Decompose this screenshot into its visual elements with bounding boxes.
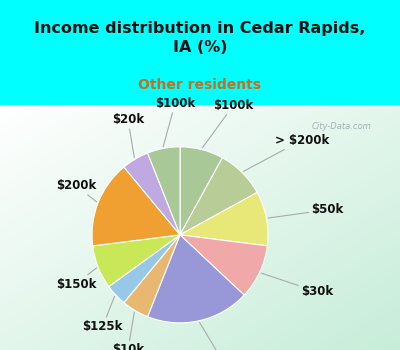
- Text: City-Data.com: City-Data.com: [312, 122, 372, 131]
- Text: Other residents: Other residents: [138, 78, 262, 92]
- Text: $10k: $10k: [112, 312, 144, 350]
- Text: $50k: $50k: [268, 203, 344, 218]
- Wedge shape: [92, 167, 180, 246]
- Text: > $200k: > $200k: [244, 134, 329, 172]
- Text: $100k: $100k: [202, 99, 254, 148]
- Text: $40k: $40k: [200, 322, 242, 350]
- Wedge shape: [124, 153, 180, 235]
- Text: $20k: $20k: [112, 113, 144, 158]
- Text: $100k: $100k: [155, 97, 195, 147]
- Text: Income distribution in Cedar Rapids,
IA (%): Income distribution in Cedar Rapids, IA …: [34, 21, 366, 55]
- Wedge shape: [180, 158, 257, 235]
- Wedge shape: [124, 235, 180, 317]
- Text: $200k: $200k: [56, 179, 96, 202]
- Text: $30k: $30k: [261, 273, 333, 298]
- Wedge shape: [148, 235, 244, 323]
- Text: $150k: $150k: [56, 268, 96, 290]
- Text: $125k: $125k: [82, 296, 123, 333]
- Wedge shape: [180, 235, 267, 295]
- Wedge shape: [109, 235, 180, 303]
- Wedge shape: [148, 147, 180, 235]
- Wedge shape: [180, 193, 268, 246]
- Wedge shape: [93, 235, 180, 287]
- Wedge shape: [180, 147, 222, 235]
